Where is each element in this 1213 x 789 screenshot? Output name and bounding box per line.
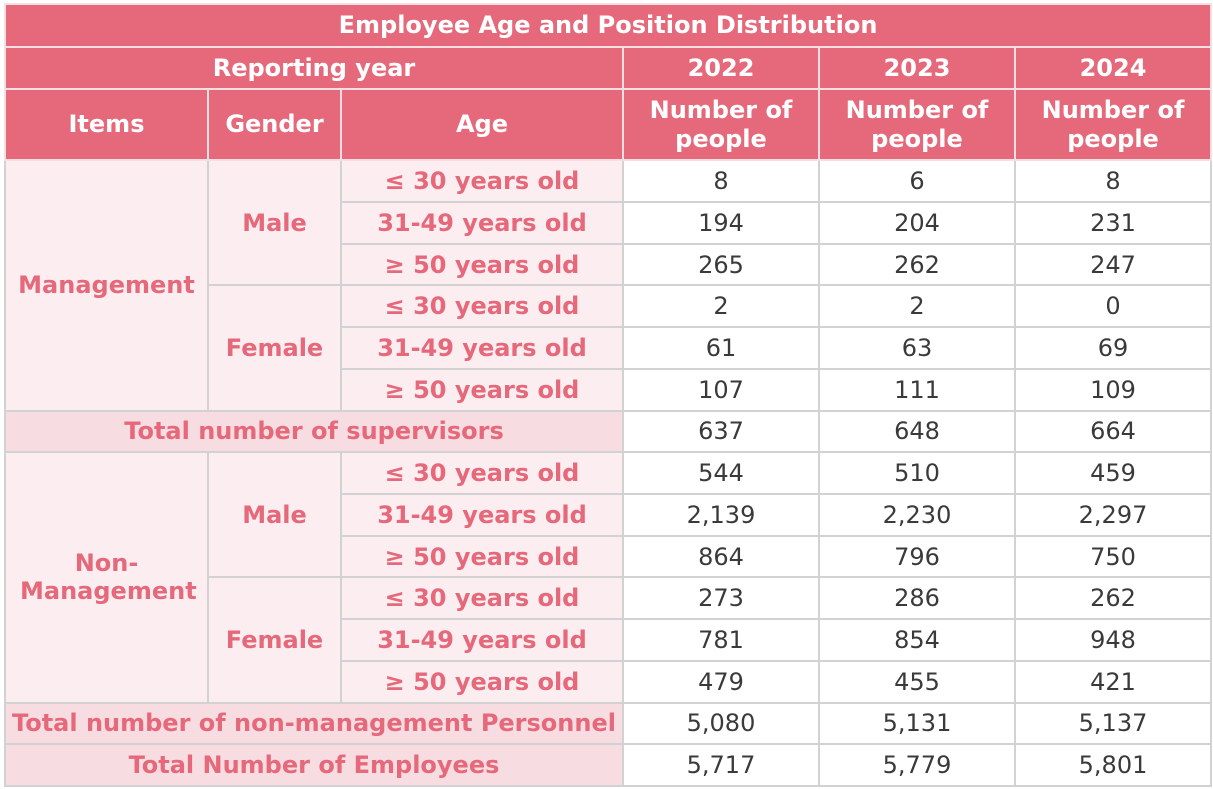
table-row: 31-49 years old 781 854 948: [5, 618, 1213, 662]
number-of-people-header-2023: Number of people: [818, 88, 1016, 162]
value-cell: 459: [1013, 451, 1213, 495]
total-employees-label: Total Number of Employees: [4, 743, 624, 787]
value-cell: 204: [818, 201, 1016, 245]
value-cell: 6: [818, 159, 1016, 204]
age-label: ≤ 30 years old: [340, 284, 624, 329]
table-row: ≥ 50 years old 864 796 750: [5, 534, 1213, 579]
table-row: Non-Management Male ≤ 30 years old 544 5…: [4, 451, 1213, 704]
value-cell: 781: [622, 618, 820, 662]
items-header: Items: [4, 88, 209, 162]
table-row: 31-49 years old 194 204 231: [5, 201, 1213, 245]
value-cell: 5,137: [1013, 701, 1213, 746]
non-management-label: Non-Management: [4, 451, 209, 704]
table-row: ≥ 50 years old 479 455 421: [5, 659, 1213, 704]
value-cell: 5,080: [622, 701, 820, 746]
value-cell: 109: [1013, 367, 1213, 412]
value-cell: 2,230: [818, 492, 1016, 537]
number-of-people-header-2024: Number of people: [1013, 88, 1213, 162]
gender-male-label: Male: [207, 159, 342, 287]
age-label: ≥ 50 years old: [340, 659, 624, 704]
value-cell: 854: [818, 618, 1016, 662]
age-label: 31-49 years old: [340, 201, 624, 245]
total-supervisors-label: Total number of supervisors: [4, 409, 624, 454]
value-cell: 265: [622, 242, 820, 287]
age-label: 31-49 years old: [340, 492, 624, 537]
value-cell: 231: [1013, 201, 1213, 245]
value-cell: 637: [622, 409, 820, 454]
value-cell: 948: [1013, 618, 1213, 662]
value-cell: 864: [622, 534, 820, 579]
value-cell: 796: [818, 534, 1016, 579]
value-cell: 648: [818, 409, 1016, 454]
value-cell: 63: [818, 326, 1016, 370]
value-cell: 8: [622, 159, 820, 204]
table-row: Total Number of Employees 5,717 5,779 5,…: [4, 743, 1213, 787]
value-cell: 0: [1013, 284, 1213, 329]
value-cell: 262: [1013, 576, 1213, 621]
employee-distribution-table: Employee Age and Position Distribution R…: [3, 3, 1213, 787]
table-row: Management Male ≤ 30 years old 8 6 8: [4, 159, 1213, 412]
year-2022-header: 2022: [622, 45, 820, 91]
table-row: 31-49 years old 2,139 2,230 2,297: [5, 492, 1213, 537]
value-cell: 69: [1013, 326, 1213, 370]
table-row: ≥ 50 years old 107 111 109: [5, 367, 1213, 412]
value-cell: 194: [622, 201, 820, 245]
age-label: ≤ 30 years old: [340, 159, 624, 204]
value-cell: 61: [622, 326, 820, 370]
value-cell: 247: [1013, 242, 1213, 287]
table-row: Female ≤ 30 years old 273 286 262: [5, 576, 1213, 704]
value-cell: 664: [1013, 409, 1213, 454]
value-cell: 273: [622, 576, 820, 621]
age-label: ≤ 30 years old: [340, 451, 624, 495]
table-row: ≥ 50 years old 265 262 247: [5, 242, 1213, 287]
value-cell: 455: [818, 659, 1016, 704]
total-non-management-label: Total number of non-management Personnel: [4, 701, 624, 746]
age-label: ≥ 50 years old: [340, 534, 624, 579]
year-2023-header: 2023: [818, 45, 1016, 91]
value-cell: 107: [622, 367, 820, 412]
value-cell: 5,801: [1013, 743, 1213, 787]
value-cell: 544: [622, 451, 820, 495]
value-cell: 5,779: [818, 743, 1016, 787]
value-cell: 2: [818, 284, 1016, 329]
table-row: Total number of supervisors 637 648 664: [4, 409, 1213, 454]
table-title: Employee Age and Position Distribution: [3, 3, 1213, 48]
value-cell: 510: [818, 451, 1016, 495]
gender-female-label: Female: [207, 576, 342, 704]
table-row: Female ≤ 30 years old 2 2 0: [5, 284, 1213, 412]
value-cell: 479: [622, 659, 820, 704]
value-cell: 8: [1013, 159, 1213, 204]
gender-female-label: Female: [207, 284, 342, 412]
gender-male-label: Male: [207, 451, 342, 579]
gender-header: Gender: [207, 88, 342, 162]
age-header: Age: [340, 88, 624, 162]
value-cell: 111: [818, 367, 1016, 412]
age-label: ≥ 50 years old: [340, 367, 624, 412]
table-row: 31-49 years old 61 63 69: [5, 326, 1213, 370]
value-cell: 421: [1013, 659, 1213, 704]
value-cell: 262: [818, 242, 1016, 287]
value-cell: 5,717: [622, 743, 820, 787]
age-label: ≥ 50 years old: [340, 242, 624, 287]
number-of-people-header-2022: Number of people: [622, 88, 820, 162]
value-cell: 2,139: [622, 492, 820, 537]
year-2024-header: 2024: [1013, 45, 1213, 91]
management-label: Management: [4, 159, 209, 412]
age-label: ≤ 30 years old: [340, 576, 624, 621]
age-label: 31-49 years old: [340, 326, 624, 370]
value-cell: 286: [818, 576, 1016, 621]
value-cell: 2,297: [1013, 492, 1213, 537]
reporting-year-header: Reporting year: [4, 45, 624, 91]
age-label: 31-49 years old: [340, 618, 624, 662]
value-cell: 5,131: [818, 701, 1016, 746]
table-row: Total number of non-management Personnel…: [4, 701, 1213, 746]
value-cell: 2: [622, 284, 820, 329]
value-cell: 750: [1013, 534, 1213, 579]
